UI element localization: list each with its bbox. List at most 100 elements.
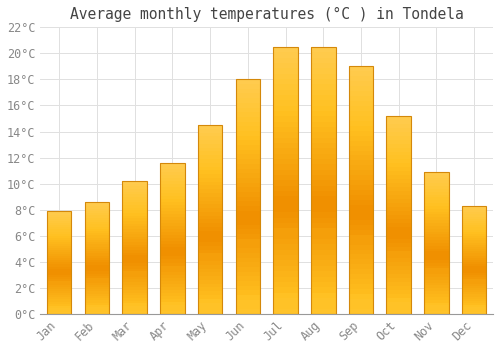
Bar xyxy=(160,238,184,242)
Bar xyxy=(198,287,222,291)
Bar xyxy=(47,256,72,258)
Bar xyxy=(274,212,298,218)
Bar xyxy=(84,276,109,278)
Bar xyxy=(84,229,109,231)
Bar xyxy=(198,182,222,186)
Bar xyxy=(424,206,448,209)
Bar xyxy=(424,240,448,243)
Bar xyxy=(47,225,72,228)
Bar xyxy=(84,280,109,282)
Bar xyxy=(198,223,222,227)
Bar xyxy=(236,220,260,225)
Bar xyxy=(122,197,147,199)
Bar xyxy=(122,301,147,303)
Bar xyxy=(122,218,147,221)
Bar xyxy=(198,295,222,299)
Bar xyxy=(274,111,298,116)
Bar xyxy=(236,309,260,314)
Bar xyxy=(348,81,374,86)
Bar xyxy=(424,297,448,300)
Bar xyxy=(462,309,486,312)
Bar xyxy=(198,140,222,144)
Bar xyxy=(462,219,486,221)
Bar xyxy=(386,223,411,227)
Bar xyxy=(47,279,72,281)
Bar xyxy=(47,265,72,267)
Bar xyxy=(47,238,72,240)
Bar xyxy=(47,287,72,289)
Bar xyxy=(198,284,222,287)
Bar xyxy=(462,221,486,223)
Bar xyxy=(84,226,109,229)
Bar xyxy=(84,309,109,312)
Bar xyxy=(122,277,147,279)
Bar xyxy=(84,202,109,314)
Bar xyxy=(386,116,411,120)
Bar xyxy=(198,125,222,129)
Bar xyxy=(311,121,336,127)
Bar xyxy=(47,228,72,230)
Bar xyxy=(311,244,336,250)
Bar xyxy=(84,204,109,206)
Bar xyxy=(274,138,298,143)
Bar xyxy=(311,175,336,180)
Bar xyxy=(47,252,72,254)
Bar xyxy=(311,223,336,229)
Bar xyxy=(47,275,72,277)
Bar xyxy=(424,291,448,294)
Bar xyxy=(198,193,222,197)
Bar xyxy=(424,189,448,192)
Bar xyxy=(386,179,411,183)
Bar xyxy=(198,152,222,155)
Bar xyxy=(198,310,222,314)
Bar xyxy=(122,226,147,229)
Bar xyxy=(198,189,222,193)
Bar xyxy=(348,175,374,180)
Bar xyxy=(84,296,109,298)
Bar xyxy=(311,148,336,154)
Bar xyxy=(122,186,147,189)
Bar xyxy=(386,270,411,274)
Bar xyxy=(274,106,298,111)
Bar xyxy=(274,180,298,186)
Bar xyxy=(84,220,109,222)
Bar xyxy=(47,213,72,215)
Bar xyxy=(462,236,486,238)
Bar xyxy=(462,281,486,284)
Bar xyxy=(236,192,260,197)
Bar xyxy=(424,305,448,308)
Bar xyxy=(160,250,184,253)
Bar xyxy=(236,112,260,117)
Bar xyxy=(424,286,448,288)
Bar xyxy=(84,312,109,314)
Bar xyxy=(348,66,374,314)
Bar xyxy=(462,217,486,219)
Bar xyxy=(311,180,336,186)
Bar xyxy=(348,121,374,126)
Bar xyxy=(160,268,184,272)
Bar xyxy=(198,234,222,238)
Bar xyxy=(348,289,374,294)
Bar xyxy=(311,100,336,106)
Bar xyxy=(311,212,336,218)
Bar xyxy=(424,215,448,217)
Bar xyxy=(386,251,411,254)
Bar xyxy=(122,221,147,224)
Bar xyxy=(160,284,184,287)
Bar xyxy=(160,232,184,235)
Bar xyxy=(160,211,184,214)
Bar xyxy=(274,207,298,212)
Bar xyxy=(47,244,72,246)
Bar xyxy=(274,175,298,180)
Bar xyxy=(236,267,260,272)
Bar xyxy=(84,269,109,271)
Bar xyxy=(274,79,298,84)
Bar xyxy=(47,260,72,262)
Bar xyxy=(462,296,486,299)
Bar xyxy=(348,136,374,141)
Bar xyxy=(424,254,448,257)
Bar xyxy=(122,274,147,277)
Bar xyxy=(462,234,486,236)
Bar xyxy=(274,170,298,175)
Bar xyxy=(84,236,109,238)
